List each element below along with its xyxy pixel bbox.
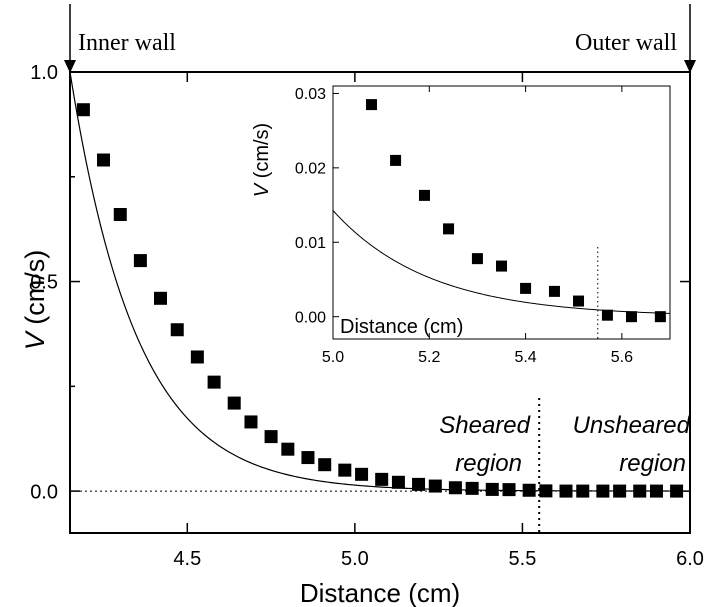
data-point [366, 99, 378, 111]
inner-wall-arrow-head [64, 60, 76, 73]
data-point [471, 253, 483, 265]
unsheared-region-label-line2: region [619, 450, 686, 477]
data-point [654, 311, 666, 323]
data-point [412, 477, 426, 491]
inset-x-axis-ticks: 5.0 5.2 5.4 5.6 [322, 86, 633, 366]
x-tick-label: 5.5 [509, 548, 537, 570]
data-point [520, 282, 532, 294]
inner-wall-label: Inner wall [78, 30, 176, 56]
unsheared-region-label-line1: Unsheared [573, 412, 691, 439]
data-point [670, 484, 684, 498]
data-point [539, 484, 553, 498]
data-point [601, 309, 613, 321]
data-point [338, 463, 352, 477]
outer-wall-label: Outer wall [575, 30, 677, 56]
data-point [573, 295, 585, 307]
data-point [448, 481, 462, 495]
main-plot-frame [69, 71, 691, 534]
data-point [133, 254, 147, 268]
data-point [485, 482, 499, 496]
inset-data-points [366, 99, 666, 323]
x-axis-ticks: 4.5 5.0 5.5 6.0 [173, 72, 704, 570]
y-axis-ticks: 0.0 0.5 1.0 [30, 62, 690, 503]
data-points [76, 103, 684, 498]
y-tick-label: 0.01 [295, 235, 326, 252]
data-point [227, 396, 241, 410]
data-point [281, 442, 295, 456]
data-point [548, 285, 560, 297]
y-axis-title-unit: (cm/s) [20, 250, 50, 332]
data-point [465, 481, 479, 495]
inset-plot-frame [332, 85, 671, 340]
data-point [264, 430, 278, 444]
data-point [522, 483, 536, 497]
y-tick-label: 0.03 [295, 86, 326, 103]
x-tick-label: 5.2 [418, 349, 440, 366]
inset-x-axis-title: Distance (cm) [340, 316, 463, 338]
data-point [596, 484, 610, 498]
y-tick-label: 0.00 [295, 309, 326, 326]
main-plot: 4.5 5.0 5.5 6.0 0.0 0.5 1.0 Distance (cm) V (… [20, 4, 704, 607]
data-point [375, 472, 389, 486]
x-tick-label: 5.6 [611, 349, 633, 366]
data-point [355, 467, 369, 481]
outer-wall-arrow-head [684, 60, 696, 73]
data-point [170, 323, 184, 337]
data-point [207, 375, 221, 389]
y-tick-label: 0.0 [30, 481, 58, 503]
x-tick-label: 5.4 [514, 349, 536, 366]
y-tick-label: 1.0 [30, 62, 58, 84]
data-point [649, 484, 663, 498]
data-point [633, 484, 647, 498]
data-point [153, 291, 167, 305]
sheared-region-label-line1: Sheared [439, 412, 530, 439]
inset-y-axis-title: V (cm/s) [251, 123, 273, 197]
x-tick-label: 5.0 [322, 349, 344, 366]
data-point [97, 153, 111, 167]
data-point [613, 484, 627, 498]
x-tick-label: 4.5 [173, 548, 201, 570]
x-tick-label: 6.0 [676, 548, 704, 570]
inset-y-axis-title-variable: V [251, 182, 273, 197]
data-point [443, 223, 455, 235]
data-point [190, 350, 204, 364]
data-point [390, 154, 402, 166]
y-tick-label: 0.5 [30, 272, 58, 294]
y-tick-label: 0.02 [295, 161, 326, 178]
y-axis-title-variable: V [20, 329, 50, 350]
data-point [113, 207, 127, 221]
data-point [576, 484, 590, 498]
data-point [244, 415, 258, 429]
inset-y-axis-title-unit: (cm/s) [251, 123, 273, 184]
data-point [76, 103, 90, 117]
x-axis-title: Distance (cm) [300, 578, 460, 607]
y-axis-title: V (cm/s) [20, 250, 50, 351]
data-point [502, 483, 516, 497]
data-point [301, 451, 315, 465]
inset-fit-curve [332, 210, 671, 314]
data-point [318, 458, 332, 472]
sheared-region-label-line2: region [455, 450, 522, 477]
data-point [391, 475, 405, 489]
data-point [625, 311, 637, 323]
x-tick-label: 5.0 [341, 548, 369, 570]
data-point [559, 484, 573, 498]
data-point [496, 260, 507, 272]
data-point [418, 189, 430, 201]
inset-y-axis-ticks: 0.00 0.01 0.02 0.03 [295, 86, 339, 326]
data-point [428, 479, 442, 493]
inset-plot: 5.0 5.2 5.4 5.6 0.00 0.01 0.02 0.03 Distance (… [251, 85, 671, 366]
